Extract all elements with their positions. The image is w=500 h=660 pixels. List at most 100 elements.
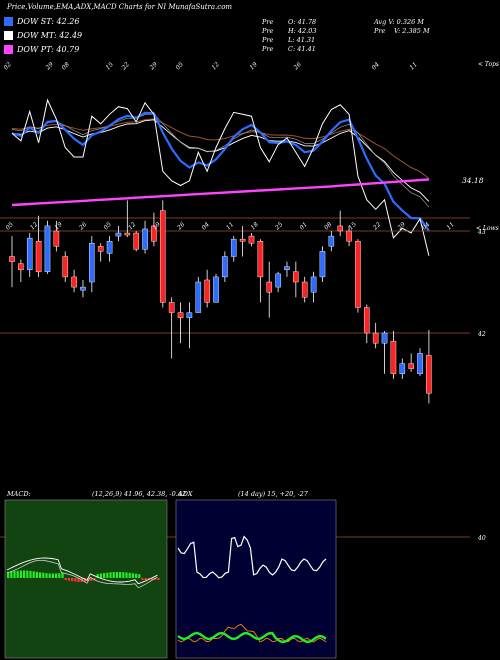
- macd-histogram-bar: [74, 578, 77, 582]
- upper-date-tick: 08: [60, 61, 70, 71]
- macd-histogram-bar: [77, 578, 80, 582]
- candle-date-tick: 12: [127, 221, 137, 231]
- upper-date-tick: 02: [2, 61, 12, 71]
- candle-body: [284, 266, 290, 270]
- candle-body: [239, 238, 246, 242]
- macd-histogram-bar: [35, 571, 38, 578]
- ohlc-low: Pre L: 41.31: [262, 36, 316, 44]
- macd-histogram-bar: [103, 573, 106, 578]
- candle-body: [195, 281, 202, 313]
- macd-histogram-bar: [42, 572, 45, 578]
- ohlc-avg-volume: Avg V: 0.326 M: [374, 18, 424, 26]
- candle-date-tick: 15: [347, 221, 357, 231]
- macd-histogram-bar: [109, 572, 112, 578]
- macd-params: (12,26,9) 41.96, 42.38, -0.42: [92, 490, 186, 498]
- candle-body: [364, 307, 370, 334]
- candle-body: [408, 363, 414, 369]
- macd-histogram-bar: [19, 570, 22, 578]
- upper-date-tick: 22: [120, 61, 131, 72]
- candle-body: [257, 240, 264, 278]
- candle-body: [222, 256, 228, 278]
- candle-date-tick: 08: [323, 221, 333, 231]
- ohlc-close: Pre C: 41.41: [262, 45, 316, 53]
- upper-date-tick: 29: [44, 61, 55, 72]
- candle-body: [133, 232, 139, 250]
- candle-body: [426, 355, 432, 394]
- candle-date-tick: 19: [151, 221, 161, 231]
- candle-body: [159, 210, 166, 303]
- macd-histogram-bar: [67, 578, 70, 581]
- candle-body: [151, 225, 157, 242]
- macd-histogram-bar: [23, 570, 26, 578]
- candle-date-tick: 25: [273, 221, 284, 232]
- candle-body: [355, 240, 361, 308]
- candle-body: [177, 312, 184, 318]
- macd-histogram-bar: [26, 570, 29, 578]
- macd-histogram-bar: [13, 571, 16, 578]
- candle-body: [142, 228, 148, 250]
- candle-body: [399, 363, 406, 375]
- ema-panel: < Tops 34.18 02 29 08 15 22 29 05 12 19 26 04 11: [0, 61, 499, 256]
- candle-date-tick: 12: [29, 221, 39, 231]
- macd-histogram-bar: [138, 574, 141, 578]
- candle-date-tick: 26: [175, 221, 186, 232]
- upper-date-tick: 15: [104, 61, 114, 71]
- candle-body: [115, 232, 122, 237]
- macd-histogram-bar: [7, 572, 10, 578]
- candle-date-tick: 05: [102, 221, 112, 231]
- macd-histogram-bar: [135, 573, 138, 578]
- candle-body: [372, 332, 379, 344]
- macd-histogram-bar: [83, 578, 86, 582]
- candle-date-tick: 04: [200, 221, 210, 231]
- macd-histogram-bar: [115, 572, 118, 578]
- legend-label-pt: DOW PT: 40.79: [17, 45, 80, 54]
- macd-histogram-bar: [45, 573, 48, 578]
- candle-body: [71, 276, 77, 288]
- candle-body: [80, 286, 86, 291]
- macd-histogram-bar: [90, 578, 93, 581]
- macd-histogram-bar: [144, 578, 147, 580]
- macd-histogram-bar: [16, 570, 19, 578]
- legend-dow-mt: DOW MT: 42.49: [4, 31, 82, 40]
- legend-dow-pt: DOW PT: 40.79: [4, 45, 79, 54]
- macd-histogram-bar: [48, 573, 51, 578]
- macd-histogram-bar: [151, 578, 154, 580]
- upper-date-tick: 26: [292, 61, 303, 72]
- ema-pt-line: [11, 178, 429, 207]
- macd-histogram-bar: [55, 573, 58, 578]
- candle-date-tick: 04: [421, 221, 431, 231]
- adx-label: ADX: [177, 490, 193, 498]
- candle-body: [310, 276, 317, 293]
- ema-short-line: [11, 111, 430, 232]
- macd-histogram-bar: [96, 574, 99, 578]
- macd-histogram-bar: [128, 572, 131, 578]
- candle-date-tick: 01: [298, 221, 308, 231]
- legend-swatch-st: [4, 17, 13, 26]
- macd-histogram-bar: [10, 571, 13, 578]
- level-label: 42: [477, 331, 486, 338]
- candle-body: [328, 235, 335, 247]
- adx-plus-di-line: [177, 631, 327, 644]
- candle-body: [26, 237, 33, 270]
- candle-body: [186, 312, 193, 318]
- candle-date-tick: 26: [77, 221, 88, 232]
- candle-date-tick: 11: [225, 221, 235, 231]
- candle-date-tick: 11: [445, 221, 455, 231]
- macd-histogram-bar: [58, 573, 61, 578]
- macd-histogram-bar: [64, 578, 67, 580]
- macd-histogram-bar: [99, 573, 102, 578]
- upper-date-tick: 29: [148, 61, 159, 72]
- candle-body: [35, 240, 42, 272]
- macd-histogram-bar: [119, 572, 122, 578]
- candle-body: [9, 256, 15, 262]
- adx-background: [175, 499, 337, 659]
- macd-histogram-bar: [29, 570, 32, 578]
- ema-mid-line: [11, 119, 430, 202]
- macd-histogram-bar: [93, 578, 96, 581]
- macd-histogram-bar: [51, 573, 54, 578]
- candle-date-tick: 18: [249, 221, 259, 231]
- legend-label-st: DOW ST: 42.26: [17, 17, 80, 26]
- legend-swatch-pt: [4, 45, 13, 54]
- legend-swatch-mt: [4, 31, 13, 40]
